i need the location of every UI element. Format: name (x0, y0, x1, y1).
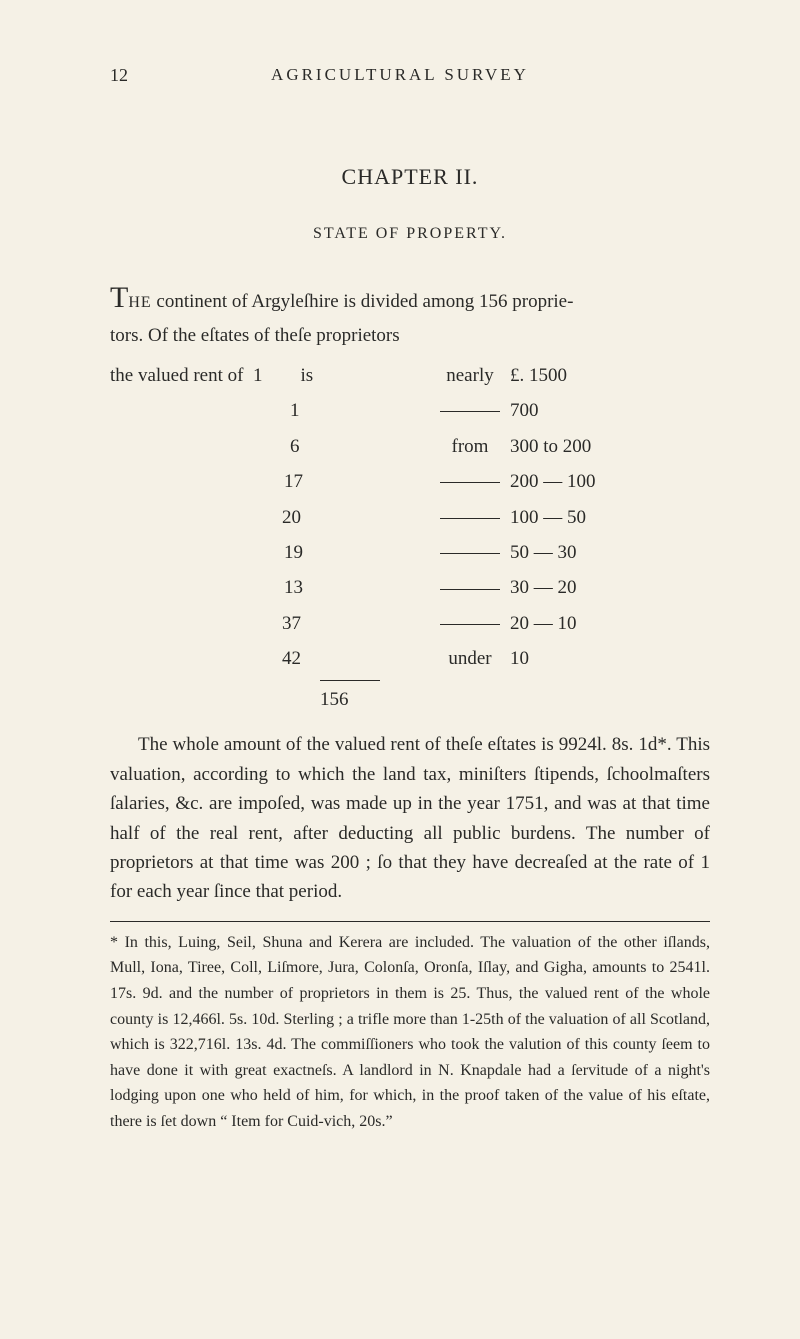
rent-mid: from (430, 432, 510, 461)
rent-right: £. 1500 (510, 361, 710, 390)
rent-left: 17 (110, 467, 430, 496)
chapter-title: CHAPTER II. (110, 160, 710, 194)
rent-mid: nearly (430, 361, 510, 390)
rent-right: 200 — 100 (510, 467, 710, 496)
section-title: STATE OF PROPERTY. (110, 222, 710, 247)
rent-mid (430, 609, 510, 638)
rent-left: 13 (110, 573, 430, 602)
rent-count: 42 (282, 648, 301, 669)
intro-smallcaps: HE (128, 294, 151, 311)
rent-count: 13 (284, 577, 303, 598)
rent-mid (430, 538, 510, 567)
table-row: 19 50 — 30 (110, 538, 710, 567)
table-row: 37 20 — 10 (110, 609, 710, 638)
rent-mid (430, 573, 510, 602)
table-row: the valued rent of 1 is nearly £. 1500 (110, 361, 710, 390)
rent-count: 37 (282, 613, 301, 634)
rent-right: 700 (510, 396, 710, 425)
rent-left: 6 (110, 432, 430, 461)
rent-mid (430, 503, 510, 532)
rent-right: 20 — 10 (510, 609, 710, 638)
rent-mid (430, 396, 510, 425)
rent-count: 19 (284, 542, 303, 563)
footnote-rule (110, 921, 710, 922)
intro-text-2: tors. Of the eſtates of theſe proprietor… (110, 325, 400, 346)
table-row: 6 from 300 to 200 (110, 432, 710, 461)
dropcap: T (110, 281, 128, 314)
rent-count: 6 (290, 436, 300, 457)
rent-head-left: the valued rent of (110, 365, 243, 386)
table-row: 17 200 — 100 (110, 467, 710, 496)
body-paragraph: The whole amount of the valued rent of t… (110, 730, 710, 907)
running-head: AGRICULTURAL SURVEY (271, 62, 529, 88)
rent-right: 30 — 20 (510, 573, 710, 602)
rent-left: 1 (110, 396, 430, 425)
table-row: 1 700 (110, 396, 710, 425)
rent-left: 19 (110, 538, 430, 567)
intro-paragraph: THE continent of Argyleſhire is divided … (110, 275, 710, 351)
footnote: * In this, Luing, Seil, Shuna and Kerera… (110, 930, 710, 1135)
table-row: 13 30 — 20 (110, 573, 710, 602)
rent-count: 20 (282, 507, 301, 528)
page-number: 12 (110, 62, 128, 90)
pound-sign: £. (510, 365, 524, 386)
rent-right: 300 to 200 (510, 432, 710, 461)
table-row: 20 100 — 50 (110, 503, 710, 532)
rent-left: the valued rent of 1 is (110, 361, 430, 390)
table-row: 42 under 10 (110, 644, 710, 673)
rent-value: 1500 (529, 365, 567, 386)
rent-mid (430, 467, 510, 496)
rent-mid: under (430, 644, 510, 673)
rent-right: 10 (510, 644, 710, 673)
rent-total: 156 (320, 685, 710, 714)
rent-count: 17 (284, 471, 303, 492)
rent-left: 20 (110, 503, 430, 532)
intro-text-1: continent of Argyleſhire is divided amon… (156, 291, 573, 312)
rent-right: 100 — 50 (510, 503, 710, 532)
rent-count: 1 (290, 400, 300, 421)
rent-right: 50 — 30 (510, 538, 710, 567)
rent-count: 1 (253, 365, 263, 386)
rent-table: the valued rent of 1 is nearly £. 1500 1… (110, 361, 710, 674)
is-label: is (300, 365, 313, 386)
rent-left: 37 (110, 609, 430, 638)
rent-left: 42 (110, 644, 430, 673)
total-rule (320, 680, 380, 681)
